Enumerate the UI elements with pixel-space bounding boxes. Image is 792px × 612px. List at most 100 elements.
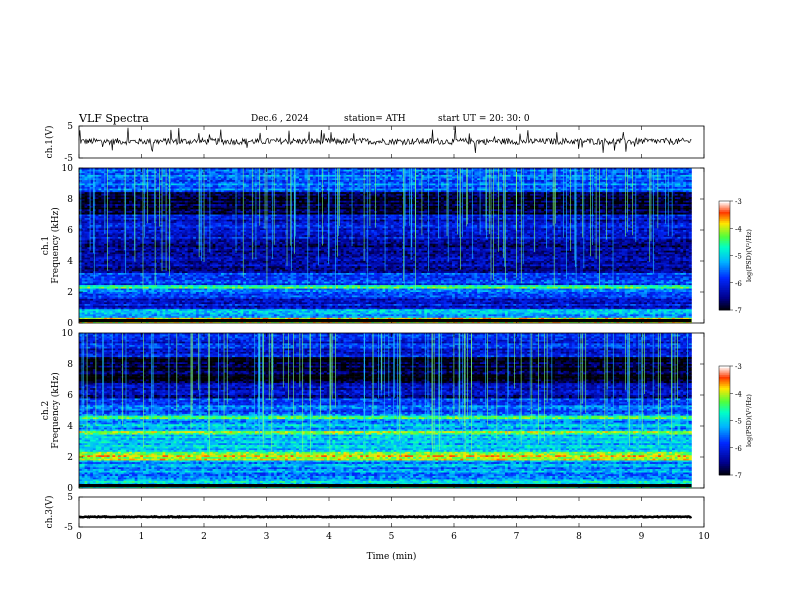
spectrogram-cell	[252, 171, 255, 173]
spectrogram-cell	[115, 170, 118, 172]
spectrogram-cell	[115, 177, 118, 179]
spectrogram-cell	[572, 171, 575, 173]
spectrogram-cell	[193, 175, 196, 177]
spectrogram-cell	[285, 173, 288, 175]
spectrogram-cell	[96, 173, 99, 175]
spectrogram-cell	[577, 175, 580, 177]
spectrogram-cell	[583, 175, 586, 177]
spectrogram-cell	[686, 177, 689, 179]
spectrogram-cell	[110, 178, 113, 180]
spectrogram-cell	[176, 178, 179, 180]
spectrogram-cell	[474, 175, 477, 177]
spectrogram-cell	[190, 178, 193, 180]
spectrogram-cell	[224, 171, 227, 173]
spectrogram-cell	[305, 175, 308, 177]
spectrogram-cell	[658, 170, 661, 172]
spectrogram-cell	[185, 175, 188, 177]
spectrogram-cell	[235, 173, 238, 175]
spectrogram-cell	[343, 175, 346, 177]
spectrogram-cell	[547, 175, 550, 177]
spectrogram-cell	[227, 170, 230, 172]
spectrogram-cell	[330, 175, 333, 177]
spectrogram-cell	[82, 173, 85, 175]
spectrogram-cell	[483, 175, 486, 177]
spectrogram-cell	[316, 171, 319, 173]
spectrogram-cell	[160, 178, 163, 180]
spectrogram-cell	[296, 171, 299, 173]
spectrogram-cell	[441, 170, 444, 172]
spectrogram-cell	[399, 170, 402, 172]
spectrogram-cell	[232, 173, 235, 175]
spectrogram-cell	[221, 173, 224, 175]
spectrogram-cell	[653, 177, 656, 179]
spectrogram-cell	[583, 173, 586, 175]
spectrogram-cell	[305, 177, 308, 179]
vlf-spectra-figure: 5-5ch.1(V)0246810ch.1 Frequency (kHz)-3-4…	[0, 0, 792, 612]
spectrogram-cell	[483, 177, 486, 179]
spectrogram-cell	[238, 170, 241, 172]
spectrogram-cell	[85, 175, 88, 177]
spectrogram-cell	[90, 177, 93, 179]
spectrogram-cell	[396, 170, 399, 172]
spectrogram-cell	[224, 177, 227, 179]
spectrogram-cell	[229, 173, 232, 175]
spectrogram-cell	[252, 170, 255, 172]
spectrogram-cell	[279, 170, 282, 172]
spectrogram-cell	[215, 173, 218, 175]
spectrogram-cell	[622, 175, 625, 177]
spectrogram-cell	[494, 177, 497, 179]
spectrogram-cell	[163, 177, 166, 179]
spectrogram-cell	[524, 175, 527, 177]
spectrogram-cell	[524, 171, 527, 173]
spectrogram-cell	[474, 177, 477, 179]
spectrogram-cell	[190, 173, 193, 175]
spectrogram-cell	[104, 171, 107, 173]
spectrogram-cell	[296, 177, 299, 179]
spectrogram-cell	[98, 175, 101, 177]
spectrogram-cell	[394, 175, 397, 177]
spectrogram-cell	[371, 177, 374, 179]
spectrogram-cell	[686, 171, 689, 173]
spectrogram-cell	[419, 171, 422, 173]
spectrogram-cell	[388, 177, 391, 179]
spectrogram-cell	[218, 177, 221, 179]
spectrogram-cell	[469, 177, 472, 179]
spectrogram-cell	[594, 173, 597, 175]
spectrogram-cell	[641, 175, 644, 177]
spectrogram-cell	[221, 177, 224, 179]
spectrogram-cell	[313, 173, 316, 175]
spectrogram-cell	[210, 173, 213, 175]
spectrogram-cell	[511, 171, 514, 173]
spectrogram-cell	[689, 173, 692, 175]
spectrogram-cell	[224, 173, 227, 175]
spectrogram-cell	[686, 173, 689, 175]
spectrogram-cell	[472, 173, 475, 175]
spectrogram-cell	[644, 170, 647, 172]
spectrogram-cell	[547, 170, 550, 172]
spectrogram-cell	[444, 173, 447, 175]
spectrogram-cell	[196, 173, 199, 175]
spectrogram-cell	[396, 177, 399, 179]
spectrogram-cell	[121, 170, 124, 172]
spectrogram-cell	[586, 170, 589, 172]
spectrogram-cell	[118, 170, 121, 172]
spectrogram-cell	[563, 177, 566, 179]
spectrogram-cell	[377, 173, 380, 175]
spectrogram-cell	[196, 175, 199, 177]
spectrogram-cell	[224, 175, 227, 177]
spectrogram-cell	[213, 171, 216, 173]
spectrogram-cell	[619, 170, 622, 172]
spectrogram-cell	[641, 173, 644, 175]
spectrogram-cell	[416, 171, 419, 173]
spectrogram-cell	[550, 171, 553, 173]
spectrogram-cell	[675, 173, 678, 175]
spectrogram-cell	[452, 171, 455, 173]
spectrogram-cell	[282, 170, 285, 172]
spectrogram-cell	[619, 171, 622, 173]
spectrogram-cell	[96, 175, 99, 177]
spectrogram-cell	[357, 173, 360, 175]
spectrogram-cell	[394, 177, 397, 179]
spectrogram-cell	[330, 171, 333, 173]
spectrogram-cell	[243, 175, 246, 177]
spectrogram-cell	[279, 171, 282, 173]
